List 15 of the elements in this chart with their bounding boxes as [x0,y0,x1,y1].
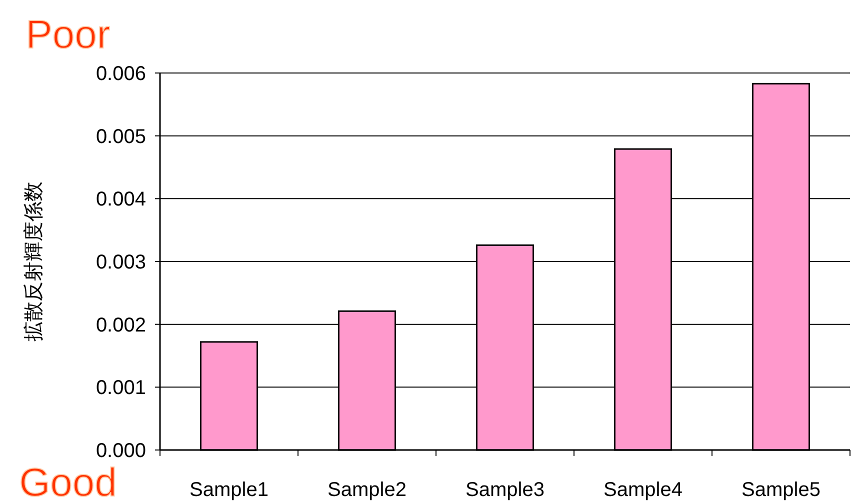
y-tick-label: 0.004 [96,188,146,211]
x-tick-label: Sample4 [604,479,682,501]
text: Good [19,461,117,501]
x-tick-label: Sample3 [466,479,544,501]
y-tick-label: 0.000 [96,440,146,462]
text: Poor [26,13,110,57]
y-tick-label: 0.005 [96,126,146,148]
y-axis-title: 拡散反射輝度係数 [23,182,45,342]
y-tick-label: 0.001 [96,377,146,400]
y-tick-label: 0.002 [96,314,146,336]
x-tick-label: Sample2 [328,479,406,501]
x-tick-label: Sample1 [190,479,268,501]
y-tick-label: 0.006 [96,63,146,85]
x-tick-label: Sample5 [742,479,820,501]
y-tick-label: 0.003 [96,252,146,274]
